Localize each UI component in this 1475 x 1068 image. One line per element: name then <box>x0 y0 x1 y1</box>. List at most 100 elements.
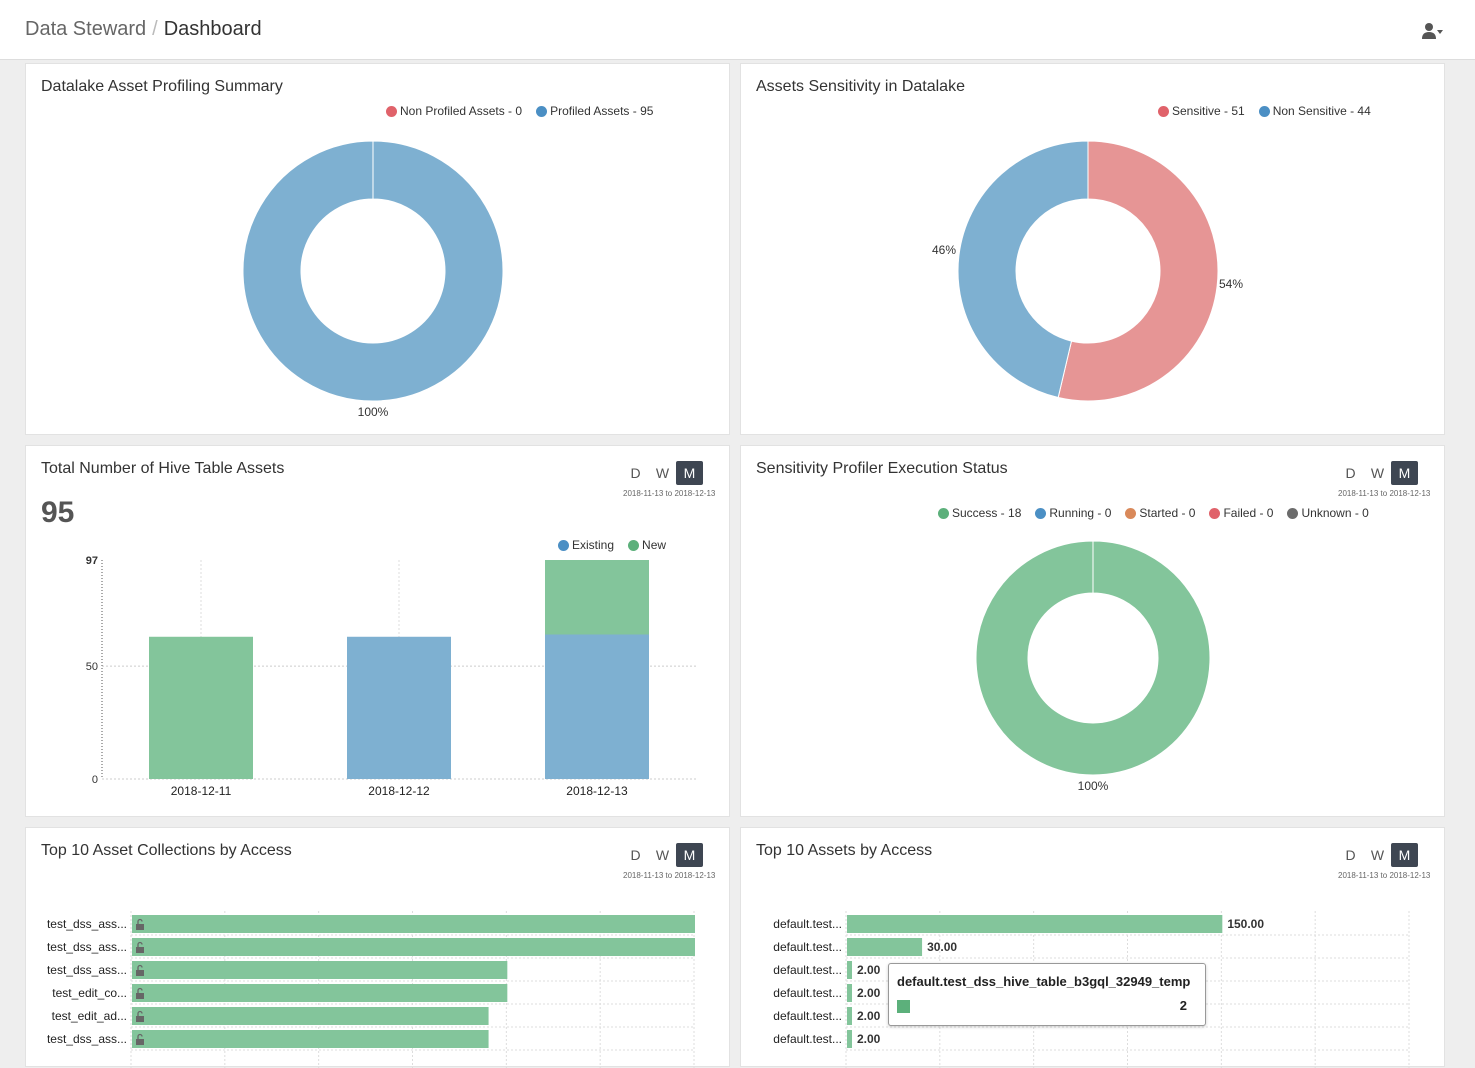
legend-item[interactable]: Started - 0 <box>1125 506 1195 520</box>
bar[interactable] <box>132 961 508 979</box>
total-count: 95 <box>41 496 75 529</box>
legend-item[interactable]: Non Profiled Assets - 0 <box>386 104 522 118</box>
legend-item[interactable]: Profiled Assets - 95 <box>536 104 653 118</box>
range-button-m[interactable]: M <box>1391 461 1418 485</box>
lock-open-icon <box>136 941 144 953</box>
legend-item[interactable]: Failed - 0 <box>1209 506 1273 520</box>
range-button-w[interactable]: W <box>1370 847 1385 863</box>
legend-dot <box>1209 507 1221 519</box>
bar[interactable] <box>132 984 508 1002</box>
bar-new[interactable] <box>545 560 649 635</box>
x-tick-label: 2018-12-13 <box>566 784 628 798</box>
donut-slice[interactable] <box>975 540 1211 776</box>
bar[interactable] <box>847 1007 853 1025</box>
bar-label: test_dss_ass... <box>47 963 127 977</box>
lock-open-icon <box>136 918 144 930</box>
bar-value-label: 150.00 <box>1227 917 1264 931</box>
range-button-d[interactable]: D <box>630 847 641 863</box>
bar[interactable] <box>132 915 695 933</box>
profiler-donut-chart: 100% <box>975 540 1211 793</box>
legend-item[interactable]: Non Sensitive - 44 <box>1258 104 1371 118</box>
date-range: 2018-11-13 to 2018-12-13 <box>1338 871 1431 880</box>
range-button-m[interactable]: M <box>676 843 703 867</box>
slice-label: 46% <box>932 243 956 257</box>
legend-dot <box>386 105 397 117</box>
legend-label: Success - 18 <box>952 506 1022 520</box>
bar-existing[interactable] <box>347 636 451 779</box>
chart-legend: Existing New <box>558 538 680 554</box>
legend-item[interactable]: New <box>628 538 666 552</box>
range-button-m[interactable]: M <box>1391 843 1418 867</box>
bar[interactable] <box>132 1030 489 1048</box>
date-range: 2018-11-13 to 2018-12-13 <box>623 489 716 498</box>
legend-label: Sensitive - 51 <box>1172 104 1245 118</box>
range-button-d[interactable]: D <box>1345 847 1356 863</box>
bar[interactable] <box>847 1030 853 1048</box>
chart-legend: Sensitive - 51 Non Sensitive - 44 <box>1158 104 1385 120</box>
bar-value-label: 2.00 <box>857 986 881 1000</box>
legend-dot <box>1035 507 1047 519</box>
bar-value-label: 2.00 <box>857 1009 881 1023</box>
bar[interactable] <box>847 984 853 1002</box>
legend-label: Started - 0 <box>1139 506 1196 520</box>
legend-item[interactable]: Unknown - 0 <box>1287 506 1369 520</box>
bar[interactable] <box>132 1007 489 1025</box>
bar[interactable] <box>847 938 923 956</box>
donut-slice[interactable] <box>242 140 504 402</box>
bar-label: test_edit_ad... <box>52 1009 127 1023</box>
breadcrumb-root[interactable]: Data Steward <box>25 18 147 40</box>
bar[interactable] <box>847 961 853 979</box>
bar-label: test_dss_ass... <box>47 1032 127 1046</box>
chart-tooltip: default.test_dss_hive_table_b3gql_32949_… <box>888 963 1206 1026</box>
sensitivity-donut-chart: 54% 46% <box>932 140 1243 402</box>
sensitivity-panel: Assets Sensitivity in Datalake Sensitive… <box>740 63 1445 435</box>
top-bar: Data Steward / Dashboard <box>0 0 1475 60</box>
slice-label: 100% <box>358 405 389 419</box>
range-button-w[interactable]: W <box>1370 465 1385 481</box>
bar[interactable] <box>847 915 1223 933</box>
legend-item[interactable]: Success - 18 <box>938 506 1021 520</box>
legend-label: Running - 0 <box>1049 506 1112 520</box>
y-tick-label: 97 <box>86 555 98 567</box>
legend-label: Failed - 0 <box>1223 506 1274 520</box>
date-range: 2018-11-13 to 2018-12-13 <box>1338 489 1431 498</box>
bar-label: test_edit_co... <box>52 986 127 1000</box>
lock-open-icon <box>136 987 144 999</box>
range-button-d[interactable]: D <box>630 465 641 481</box>
legend-dot <box>1125 507 1137 519</box>
legend-item[interactable]: Sensitive - 51 <box>1158 104 1245 118</box>
lock-open-icon <box>136 1010 144 1022</box>
bar-label: default.test... <box>773 940 842 954</box>
donut-slice[interactable] <box>1057 140 1219 402</box>
chart-legend: Non Profiled Assets - 0 Profiled Assets -… <box>386 104 667 120</box>
bar-label: default.test... <box>773 1009 842 1023</box>
legend-item[interactable]: Existing <box>558 538 614 552</box>
user-dropdown-icon[interactable] <box>1422 22 1444 40</box>
panel-title: Top 10 Assets by Access <box>756 842 933 859</box>
range-button-w[interactable]: W <box>655 847 670 863</box>
range-button-m[interactable]: M <box>676 461 703 485</box>
legend-label: Existing <box>572 538 615 552</box>
range-button-w[interactable]: W <box>655 465 670 481</box>
legend-dot <box>536 105 548 117</box>
legend-item[interactable]: Running - 0 <box>1035 506 1111 520</box>
profiling-summary-panel: Datalake Asset Profiling Summary Non Pro… <box>25 63 730 435</box>
range-button-d[interactable]: D <box>1345 465 1356 481</box>
bar-new[interactable] <box>149 636 253 779</box>
bar[interactable] <box>132 938 695 956</box>
legend-label: Non Sensitive - 44 <box>1272 104 1371 118</box>
donut-slice[interactable] <box>957 140 1089 399</box>
bar-existing[interactable] <box>545 634 649 779</box>
y-tick-label: 50 <box>86 661 98 673</box>
bar-label: default.test... <box>773 963 842 977</box>
y-tick-label: 0 <box>92 774 98 786</box>
panel-title: Top 10 Asset Collections by Access <box>41 842 292 859</box>
breadcrumb-separator: / <box>152 18 158 40</box>
